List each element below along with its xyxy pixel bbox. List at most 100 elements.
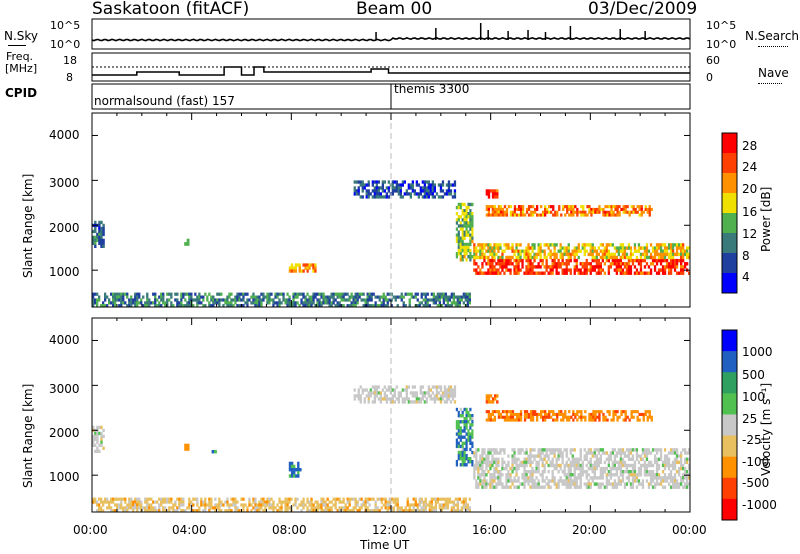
velocity-cell <box>475 457 478 461</box>
power-cell <box>427 192 430 196</box>
power-cell <box>496 195 499 199</box>
power-cell <box>629 246 633 250</box>
velocity-cell <box>531 473 534 477</box>
power-cell <box>561 252 564 257</box>
power-cell <box>304 304 307 308</box>
velocity-cell <box>605 479 608 483</box>
velocity-cell <box>585 485 588 489</box>
power-cell <box>440 292 443 296</box>
power-cell <box>517 262 520 266</box>
velocity-cell <box>128 497 131 501</box>
power-cell <box>226 304 229 308</box>
velocity-cell <box>164 500 167 504</box>
velocity-cell <box>108 506 111 510</box>
power-cell <box>312 292 315 296</box>
velocity-cell <box>286 509 289 513</box>
velocity-cell <box>497 410 501 414</box>
power-cell <box>505 246 508 250</box>
velocity-cell <box>686 482 689 486</box>
velocity-cell <box>475 460 478 465</box>
velocity-cell <box>477 448 480 452</box>
velocity-cell <box>533 457 536 461</box>
power-cell <box>419 192 422 196</box>
power-cell <box>188 301 191 305</box>
velocity-cell <box>441 397 445 401</box>
velocity-cell <box>477 466 480 471</box>
power-cell <box>427 183 430 187</box>
velocity-cell <box>463 453 466 458</box>
power-cbar-tick: 16 <box>742 205 758 219</box>
velocity-cell <box>559 476 562 480</box>
power-cell <box>621 268 625 272</box>
power-cell <box>580 205 583 209</box>
power-cell <box>428 304 431 308</box>
velocity-cell <box>599 454 602 458</box>
velocity-cell <box>593 448 596 452</box>
velocity-cell <box>613 473 616 477</box>
velocity-cell <box>639 470 643 474</box>
power-cell <box>499 243 502 247</box>
velocity-cell <box>553 463 556 468</box>
power-cell <box>541 262 544 266</box>
velocity-cell <box>590 412 593 416</box>
velocity-cell <box>214 509 217 513</box>
power-cell <box>192 304 195 308</box>
velocity-cell <box>505 412 509 416</box>
velocity-cell <box>489 400 493 404</box>
velocity-cell <box>256 509 259 513</box>
power-cell <box>491 213 494 217</box>
velocity-cell <box>657 482 661 486</box>
power-cell <box>595 255 598 260</box>
velocity-cell <box>495 482 498 486</box>
power-cell <box>294 269 297 273</box>
velocity-cell <box>200 503 203 507</box>
power-cell <box>459 227 462 231</box>
velocity-cell <box>655 466 659 471</box>
velocity-cell <box>684 457 687 461</box>
power-cell <box>188 295 191 299</box>
velocity-cell <box>280 509 283 513</box>
velocity-cell <box>398 506 401 510</box>
power-cell <box>529 262 532 266</box>
power-cell <box>505 258 508 263</box>
power-cell <box>447 183 451 187</box>
power-cell <box>533 271 536 275</box>
velocity-cell <box>374 506 377 510</box>
power-cell <box>374 295 377 299</box>
velocity-cell <box>661 485 665 489</box>
power-cell <box>644 205 647 209</box>
power-cell <box>663 265 667 269</box>
power-cell <box>483 243 486 247</box>
power-cell <box>527 246 530 250</box>
power-cell <box>667 255 671 260</box>
power-cell <box>404 292 407 296</box>
velocity-cell <box>421 394 424 398</box>
velocity-cell <box>367 397 370 401</box>
velocity-cell <box>268 506 271 510</box>
power-cell <box>684 262 687 266</box>
velocity-cell <box>595 466 598 471</box>
velocity-cell <box>450 500 453 504</box>
power-cell <box>436 292 439 296</box>
velocity-cell <box>637 470 641 474</box>
velocity-cell <box>568 418 571 422</box>
velocity-cell <box>182 509 185 513</box>
velocity-cell <box>653 460 657 465</box>
power-cell <box>465 245 468 250</box>
power-cell <box>493 268 496 272</box>
power-cell <box>447 186 451 190</box>
power-cell <box>545 243 548 247</box>
velocity-cell <box>475 485 478 489</box>
velocity-cell <box>505 479 508 483</box>
power-cell <box>493 213 496 217</box>
power-cell <box>559 255 562 260</box>
velocity-cell <box>537 460 540 465</box>
velocity-cell <box>460 509 463 513</box>
power-cell <box>453 195 457 199</box>
power-cell <box>603 252 606 257</box>
power-cell <box>440 295 443 299</box>
velocity-cell <box>104 497 107 501</box>
velocity-cell <box>435 385 439 389</box>
power-cell <box>154 295 157 299</box>
power-cell <box>599 262 602 266</box>
